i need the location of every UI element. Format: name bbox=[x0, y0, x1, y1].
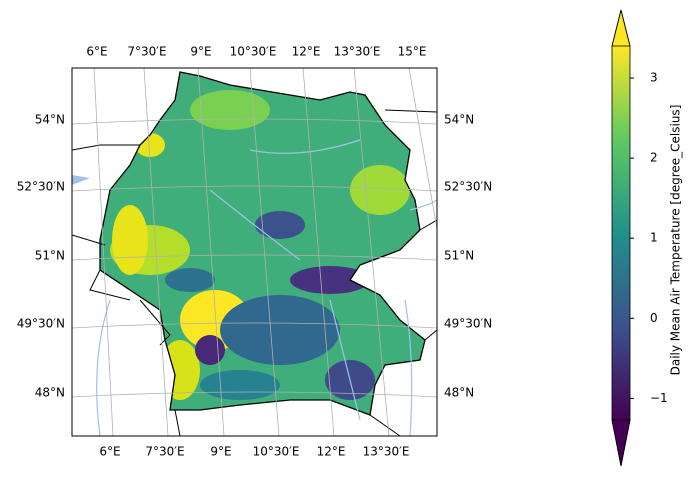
meridian bbox=[93, 68, 114, 436]
right-lat-label: 54°N bbox=[444, 113, 474, 127]
colorbar-label: Daily Mean Air Temperature [degree_Celsi… bbox=[669, 105, 683, 376]
left-lat-label: 49°30′N bbox=[17, 317, 65, 331]
colorbar-tick-label: −1 bbox=[650, 391, 668, 405]
meridian bbox=[353, 68, 390, 436]
colorbar-extend-min bbox=[611, 419, 631, 467]
left-lat-label: 52°30′N bbox=[17, 180, 65, 194]
top-lon-label: 13°30′E bbox=[334, 45, 381, 59]
left-lat-label: 54°N bbox=[35, 113, 65, 127]
colorbar-body bbox=[612, 46, 630, 420]
top-lon-label: 7°30′E bbox=[127, 45, 166, 59]
meridian bbox=[143, 68, 169, 436]
bottom-lon-label: 7°30′E bbox=[145, 445, 184, 459]
top-lon-label: 10°30′E bbox=[230, 45, 277, 59]
map-frame bbox=[71, 67, 438, 437]
parallel bbox=[72, 118, 437, 125]
left-lat-label: 48°N bbox=[35, 386, 65, 400]
meridian bbox=[249, 68, 280, 436]
right-lat-label: 49°30′N bbox=[444, 317, 492, 331]
left-lat-label: 51°N bbox=[35, 249, 65, 263]
colorbar-tick-label: 3 bbox=[650, 71, 658, 85]
meridian bbox=[408, 68, 437, 232]
parallel bbox=[72, 391, 437, 398]
colorbar-tick-label: 2 bbox=[650, 151, 658, 165]
colorbar-tick-label: 0 bbox=[650, 311, 658, 325]
bottom-lon-label: 9°E bbox=[210, 445, 231, 459]
bottom-lon-label: 13°30′E bbox=[363, 445, 410, 459]
colorbar: −1 0 1 2 3 bbox=[611, 9, 668, 467]
parallel bbox=[72, 322, 437, 329]
top-lon-label: 6°E bbox=[86, 45, 107, 59]
colorbar-tick-label: 1 bbox=[650, 231, 658, 245]
bottom-lon-label: 12°E bbox=[317, 445, 346, 459]
right-lat-label: 52°30′N bbox=[444, 180, 492, 194]
parallel bbox=[72, 254, 437, 261]
right-lat-label: 48°N bbox=[444, 386, 474, 400]
meridian bbox=[302, 68, 335, 436]
bottom-lon-label: 10°30′E bbox=[253, 445, 300, 459]
top-lon-label: 12°E bbox=[292, 45, 321, 59]
top-lon-label: 15°E bbox=[398, 45, 427, 59]
right-lat-label: 51°N bbox=[444, 249, 474, 263]
top-lon-label: 9°E bbox=[190, 45, 211, 59]
map-area bbox=[72, 68, 437, 436]
colorbar-extend-max bbox=[611, 9, 631, 47]
colorbar-outline bbox=[611, 9, 631, 467]
parallel bbox=[72, 185, 437, 192]
meridian bbox=[197, 68, 225, 436]
graticule bbox=[72, 68, 437, 436]
bottom-lon-label: 6°E bbox=[99, 445, 120, 459]
